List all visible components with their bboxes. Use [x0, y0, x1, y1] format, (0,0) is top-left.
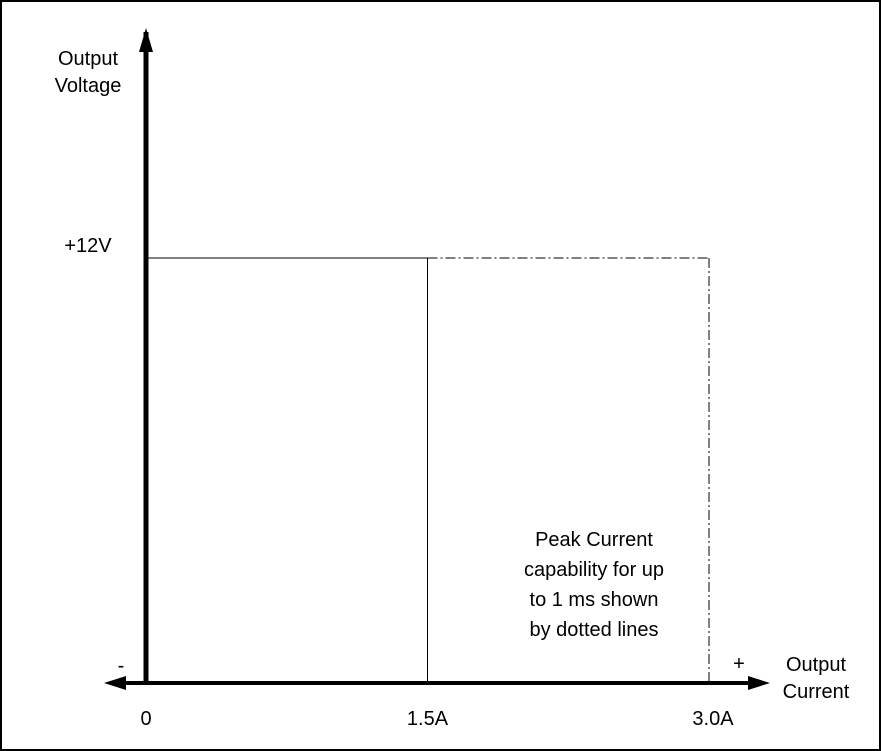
- x-axis-right-arrowhead: [748, 676, 770, 690]
- y-axis-arrowhead: [139, 28, 153, 52]
- x-axis-minus-sign: -: [118, 655, 125, 677]
- x-axis-plus-sign: +: [733, 653, 745, 675]
- annotation-line-3: to 1 ms shown: [530, 589, 659, 611]
- y-axis-label-line-1: Output: [58, 48, 118, 70]
- y-tick-label: +12V: [64, 235, 112, 257]
- y-axis-label-line-2: Voltage: [55, 75, 122, 97]
- x-tick-label-0: 0: [140, 708, 151, 730]
- annotation-line-2: capability for up: [524, 559, 664, 581]
- x-tick-label-2: 3.0A: [692, 708, 734, 730]
- x-tick-label-1: 1.5A: [407, 708, 449, 730]
- annotation-line-1: Peak Current: [535, 529, 653, 551]
- annotation-line-4: by dotted lines: [530, 619, 659, 641]
- x-axis-left-arrowhead: [104, 676, 126, 690]
- x-axis-label-line-2: Current: [783, 681, 850, 703]
- x-axis-label-line-1: Output: [786, 654, 846, 676]
